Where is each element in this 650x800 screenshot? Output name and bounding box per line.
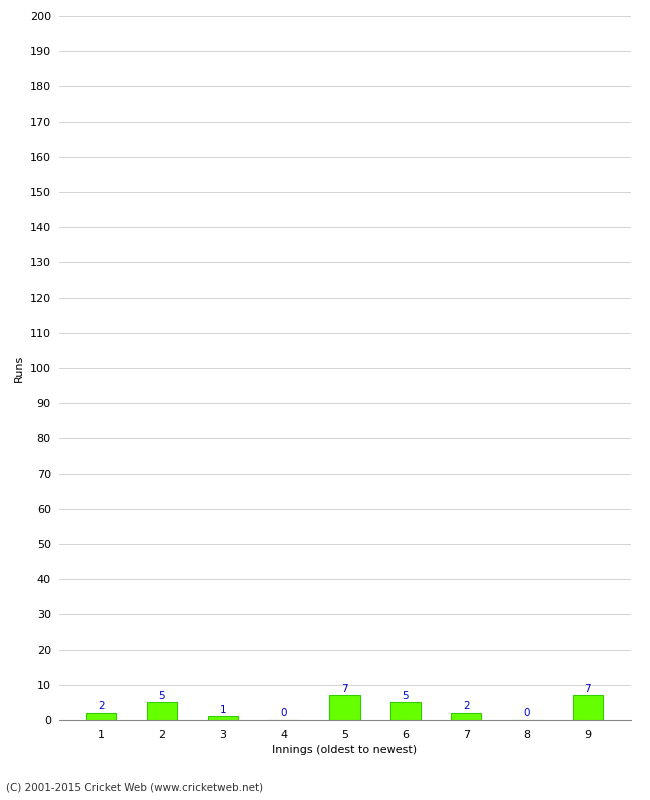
Y-axis label: Runs: Runs — [14, 354, 24, 382]
Text: 5: 5 — [159, 690, 165, 701]
Bar — [390, 702, 421, 720]
Bar — [573, 695, 603, 720]
Text: 5: 5 — [402, 690, 409, 701]
Text: 0: 0 — [280, 708, 287, 718]
Bar — [86, 713, 116, 720]
Bar — [147, 702, 177, 720]
Text: 0: 0 — [524, 708, 530, 718]
Text: 7: 7 — [584, 683, 592, 694]
Text: 2: 2 — [463, 701, 469, 711]
Text: 1: 1 — [220, 705, 226, 714]
Bar — [207, 717, 238, 720]
Text: (C) 2001-2015 Cricket Web (www.cricketweb.net): (C) 2001-2015 Cricket Web (www.cricketwe… — [6, 782, 264, 792]
Text: 2: 2 — [98, 701, 105, 711]
Bar — [451, 713, 482, 720]
Bar — [330, 695, 359, 720]
Text: 7: 7 — [341, 683, 348, 694]
X-axis label: Innings (oldest to newest): Innings (oldest to newest) — [272, 746, 417, 755]
